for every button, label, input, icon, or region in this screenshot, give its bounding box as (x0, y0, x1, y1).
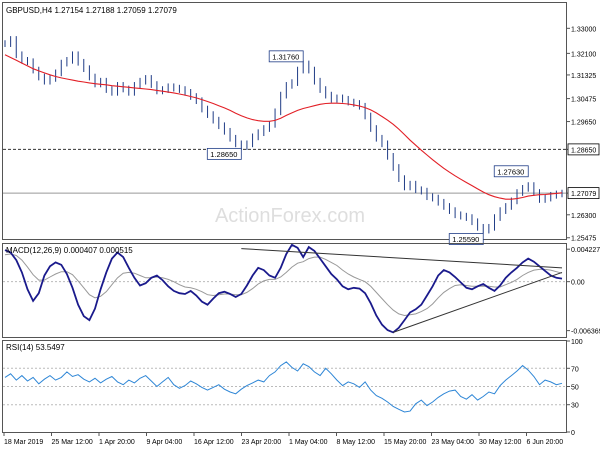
macd-panel-frame (2, 243, 567, 338)
time-tick-label: 23 Apr 20:00 (242, 439, 282, 446)
pivot-label-box (493, 165, 529, 178)
pivot-label-box (448, 233, 484, 245)
time-tick-label: 25 Mar 12:00 (52, 439, 93, 446)
time-tick-label: 16 Apr 12:00 (194, 439, 234, 446)
macd-panel: MACD(12,26,9) 0.000407 0.000515 0.004227… (2, 243, 600, 338)
watermark: ActionForex.com (215, 205, 365, 227)
rsi-ytick-label: 100 (571, 339, 583, 346)
macd-ytick-label: 0.004227 (571, 247, 600, 254)
price-panel: ActionForex.com 1.31760 1.28650 1.27630 1.2… (2, 2, 600, 245)
price-ytick-label: 1.25475 (571, 236, 596, 243)
time-axis: 18 Mar 2019 25 Mar 12:00 1 Apr 20:00 9 Apr … (3, 432, 564, 446)
rsi-panel-title: RSI(14) 53.5497 (6, 343, 65, 352)
time-tick-label: 9 Apr 04:00 (147, 439, 183, 446)
price-panel-frame (2, 2, 567, 240)
pivot-label: 1.27630 (497, 167, 524, 176)
macd-panel-title: MACD(12,26,9) 0.000407 0.000515 (6, 246, 133, 255)
rsi-line (4, 361, 563, 413)
price-ytick-label: 1.26300 (571, 213, 596, 220)
time-tick-label: 1 May 04:00 (289, 439, 328, 446)
time-tick-label: 18 Mar 2019 (4, 439, 43, 446)
pivot-label: 1.31760 (272, 52, 299, 61)
macd-ytick-label: 0.00 (571, 280, 585, 287)
price-ytick-box (567, 187, 600, 200)
price-ytick-label: 1.27079 (571, 191, 596, 198)
moving-average-line (4, 54, 563, 200)
price-panel-title: GBPUSD,H4 1.27154 1.27188 1.27059 1.2707… (6, 6, 177, 15)
pivot-label-box (268, 50, 304, 63)
macd-trendline (241, 248, 563, 269)
rsi-panel: RSI(14) 53.5497 100 70 50 30 0 (2, 339, 583, 437)
time-tick-label: 1 Apr 20:00 (99, 439, 135, 446)
rsi-ytick-label: 70 (571, 366, 579, 373)
macd-ytick-label: -0.006369 (571, 329, 600, 336)
price-ytick-label: 1.29650 (571, 120, 596, 127)
pivot-label: 1.25590 (452, 235, 479, 244)
rsi-ytick-label: 50 (571, 385, 579, 392)
macd-line (4, 243, 563, 334)
price-ytick-box (567, 143, 600, 156)
rsi-ytick-label: 0 (571, 430, 575, 437)
price-ytick-label: 1.31325 (571, 73, 596, 80)
time-tick-label: 30 May 12:00 (479, 439, 522, 446)
price-ytick-label: 1.30475 (571, 97, 596, 104)
time-tick-label: 15 May 20:00 (384, 439, 427, 446)
price-ytick-label: 1.28650 (571, 147, 596, 154)
price-ytick-label: 1.33000 (571, 26, 596, 33)
time-tick-label: 23 May 04:00 (432, 439, 475, 446)
pivot-label: 1.28650 (210, 150, 237, 159)
rsi-ytick-label: 30 (571, 403, 579, 410)
pivot-label-box (206, 147, 242, 160)
macd-trendline (393, 271, 563, 333)
time-tick-label: 8 May 12:00 (337, 439, 376, 446)
time-tick-label: 6 Jun 20:00 (527, 439, 564, 446)
price-ytick-label: 1.32100 (571, 51, 596, 58)
